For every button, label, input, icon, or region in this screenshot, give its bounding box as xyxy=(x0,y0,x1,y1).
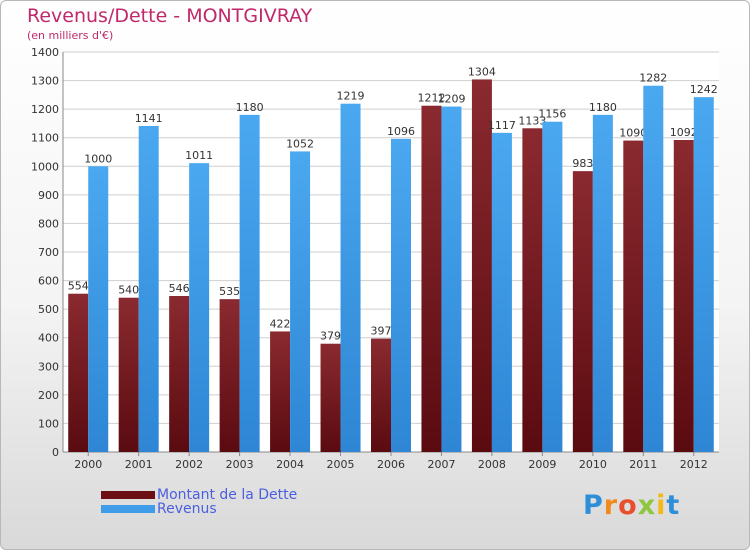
bar-revenue xyxy=(391,138,411,452)
bar-debt xyxy=(68,293,89,452)
data-label-revenue: 1117 xyxy=(488,119,516,132)
bar-revenue xyxy=(643,85,664,452)
chart-subtitle: (en milliers d'€) xyxy=(27,29,114,42)
data-label-debt: 554 xyxy=(68,280,89,293)
bar-revenue xyxy=(239,114,260,452)
proxiti-logo: Proxit xyxy=(583,490,681,521)
bar-debt xyxy=(623,140,644,453)
bar-debt xyxy=(118,297,139,452)
x-tick-label: 2001 xyxy=(125,458,153,471)
y-tick-label: 0 xyxy=(52,446,59,459)
y-tick-label: 900 xyxy=(38,189,59,202)
y-tick-label: 1100 xyxy=(31,132,59,145)
data-label-revenue: 1219 xyxy=(337,90,365,103)
data-label-debt: 546 xyxy=(169,282,190,295)
x-tick-label: 2003 xyxy=(226,458,254,471)
legend-item-revenue: Revenus xyxy=(101,501,217,517)
bar-debt xyxy=(320,343,341,452)
data-label-debt: 535 xyxy=(219,285,240,298)
y-tick-label: 400 xyxy=(38,332,59,345)
y-tick-label: 1000 xyxy=(31,160,59,173)
data-label-debt: 540 xyxy=(118,284,139,297)
data-label-revenue: 1180 xyxy=(236,101,264,114)
bar-debt xyxy=(673,140,694,452)
chart-title: Revenus/Dette - MONTGIVRAY xyxy=(27,5,313,27)
y-tick-label: 1300 xyxy=(31,75,59,88)
data-label-debt: 1090 xyxy=(619,127,647,140)
legend-swatch-revenue xyxy=(101,505,155,513)
legend-item-debt: Montant de la Dette xyxy=(101,487,297,503)
x-tick-label: 2004 xyxy=(276,458,304,471)
x-tick-label: 2005 xyxy=(327,458,355,471)
bar-debt xyxy=(169,296,190,452)
y-tick-label: 1200 xyxy=(31,103,59,116)
x-tick-label: 2008 xyxy=(478,458,506,471)
data-label-revenue: 1011 xyxy=(185,149,213,162)
y-tick-label: 800 xyxy=(38,217,59,230)
y-tick-label: 100 xyxy=(38,417,59,430)
bar-debt xyxy=(471,79,492,452)
bar-revenue xyxy=(441,106,462,453)
bar-revenue xyxy=(542,121,563,452)
data-label-debt: 422 xyxy=(270,317,291,330)
bar-revenue xyxy=(88,166,109,453)
x-tick-label: 2002 xyxy=(175,458,203,471)
data-label-revenue: 1096 xyxy=(387,125,415,138)
x-tick-label: 2009 xyxy=(528,458,556,471)
y-tick-label: 200 xyxy=(38,389,59,402)
bar-revenue xyxy=(491,132,512,452)
x-tick-label: 2011 xyxy=(629,458,657,471)
data-label-revenue: 1000 xyxy=(84,152,112,165)
data-label-revenue: 1209 xyxy=(437,93,465,106)
data-label-debt: 379 xyxy=(320,330,341,343)
x-tick-label: 2012 xyxy=(680,458,708,471)
bar-revenue xyxy=(340,103,361,452)
bar-revenue xyxy=(693,97,714,453)
bar-debt xyxy=(270,331,291,452)
bar-revenue xyxy=(290,151,311,452)
data-label-revenue: 1282 xyxy=(639,72,667,85)
y-tick-label: 1400 xyxy=(31,46,59,59)
legend-label-revenue: Revenus xyxy=(157,501,217,517)
y-tick-label: 700 xyxy=(38,246,59,259)
bar-debt xyxy=(219,299,240,452)
data-label-debt: 397 xyxy=(371,325,392,338)
x-tick-label: 2010 xyxy=(579,458,607,471)
bar-debt xyxy=(572,171,593,452)
bar-debt xyxy=(371,338,391,452)
bar-revenue xyxy=(592,114,613,452)
y-tick-label: 500 xyxy=(38,303,59,316)
bar-revenue xyxy=(189,163,210,452)
x-tick-label: 2006 xyxy=(377,458,405,471)
data-label-debt: 1092 xyxy=(670,126,698,139)
y-tick-label: 300 xyxy=(38,360,59,373)
legend-label-debt: Montant de la Dette xyxy=(157,487,298,503)
bar-debt xyxy=(421,105,442,452)
x-tick-label: 2000 xyxy=(74,458,102,471)
data-label-revenue: 1052 xyxy=(286,137,314,150)
legend-swatch-debt xyxy=(101,491,155,499)
data-label-debt: 1133 xyxy=(518,114,546,127)
data-label-revenue: 1141 xyxy=(135,112,163,125)
data-label-revenue: 1156 xyxy=(538,108,566,121)
bar-debt xyxy=(522,128,543,452)
data-label-revenue: 1242 xyxy=(690,83,718,96)
data-label-revenue: 1180 xyxy=(589,101,617,114)
y-tick-label: 600 xyxy=(38,275,59,288)
data-label-debt: 1304 xyxy=(468,65,496,78)
data-label-debt: 983 xyxy=(572,157,593,170)
bar-revenue xyxy=(138,126,159,452)
data-label-debt: 1212 xyxy=(417,92,445,105)
x-tick-label: 2007 xyxy=(427,458,455,471)
